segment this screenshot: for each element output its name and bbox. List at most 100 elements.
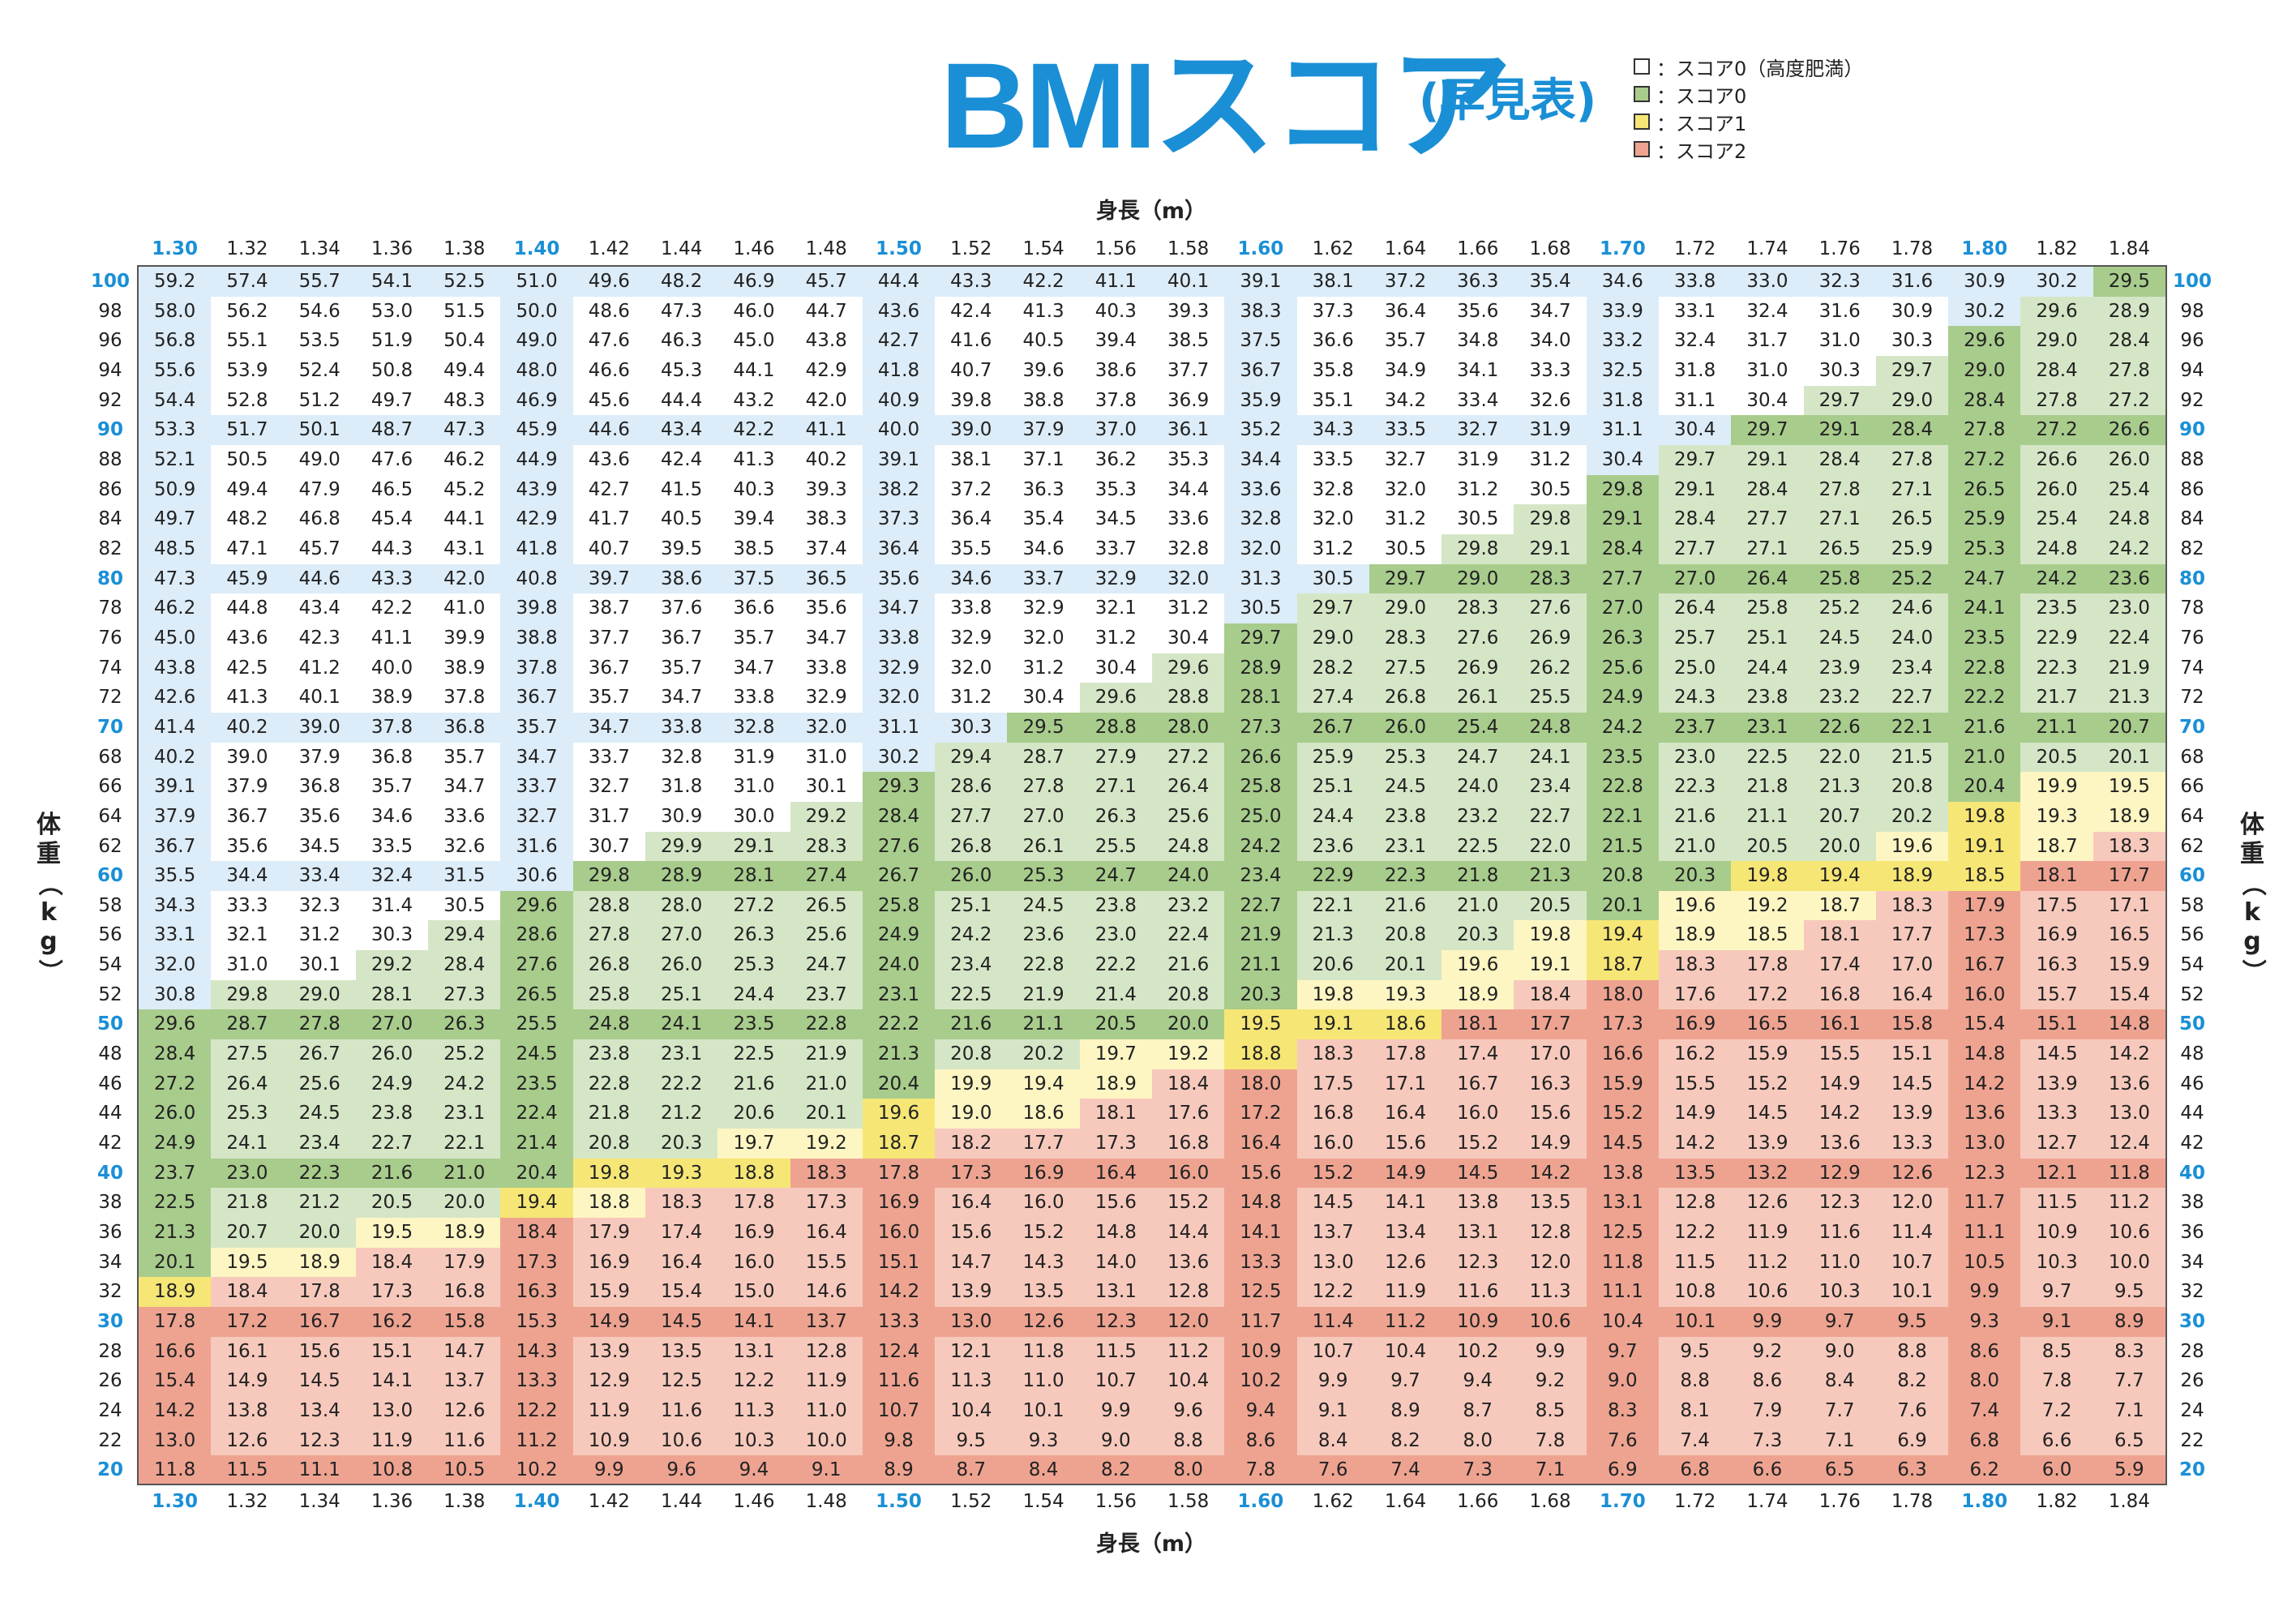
table-row: 24.9 24.1 23.4 22.7 22.1 21.4 20.8 20.3 19.7 19.2… <box>139 1129 2165 1159</box>
bmi-cell: 37.5 <box>718 563 790 594</box>
weight-tick-label: 48 <box>98 1043 122 1065</box>
bmi-cell: 23.4 <box>1224 861 1297 891</box>
bmi-cell: 55.1 <box>211 326 284 356</box>
bmi-cell: 27.7 <box>1731 504 1804 534</box>
bmi-cell: 11.9 <box>572 1396 645 1426</box>
bmi-cell: 37.8 <box>355 712 429 743</box>
bmi-cell: 45.0 <box>139 623 212 653</box>
bmi-cell: 14.5 <box>2020 1039 2093 1069</box>
bmi-cell: 27.7 <box>935 801 1008 832</box>
bmi-cell: 28.8 <box>1079 712 1152 743</box>
bmi-cell: 51.9 <box>355 326 429 356</box>
bmi-cell: 46.6 <box>572 355 645 386</box>
bmi-cell: 20.0 <box>283 1218 356 1248</box>
bmi-cell: 32.4 <box>1731 296 1804 327</box>
table-row: 21.3 20.7 20.0 19.5 18.9 18.4 17.9 17.4 16.9 16.4… <box>139 1218 2165 1248</box>
height-tick-label: 1.56 <box>1094 1491 1137 1512</box>
bmi-cell: 11.8 <box>139 1455 212 1484</box>
bmi-cell: 18.9 <box>1441 979 1514 1010</box>
bmi-cell: 10.7 <box>1875 1247 1949 1278</box>
bmi-cell: 32.5 <box>1586 355 1659 386</box>
y-axis-title-right: 体重（k g） <box>2238 811 2267 983</box>
bmi-cell: 52.1 <box>139 444 212 475</box>
bmi-table-grid: 59.2 57.4 55.7 54.1 52.5 51.0 49.6 48.2 46.9 45.7… <box>137 265 2167 1485</box>
bmi-cell: 23.1 <box>645 1039 718 1069</box>
bmi-cell: 15.6 <box>1514 1099 1587 1129</box>
bmi-cell: 12.6 <box>1875 1158 1949 1189</box>
bmi-cell: 21.3 <box>2093 683 2165 713</box>
bmi-cell: 31.2 <box>1007 653 1080 683</box>
bmi-cell: 47.1 <box>211 533 284 564</box>
bmi-cell: 34.7 <box>862 593 936 623</box>
bmi-cell: 29.4 <box>935 742 1008 773</box>
bmi-cell: 13.3 <box>500 1366 573 1397</box>
bmi-cell: 46.2 <box>428 444 501 475</box>
bmi-cell: 35.4 <box>1007 504 1080 534</box>
bmi-cell: 19.8 <box>1514 920 1587 951</box>
bmi-cell: 21.3 <box>1296 920 1369 951</box>
bmi-cell: 25.8 <box>572 979 645 1010</box>
bmi-cell: 15.8 <box>1875 1009 1949 1040</box>
bmi-cell: 33.7 <box>1007 563 1080 594</box>
bmi-cell: 47.6 <box>355 444 429 475</box>
bmi-cell: 24.8 <box>2020 533 2093 564</box>
bmi-cell: 39.8 <box>935 385 1008 416</box>
bmi-cell: 11.6 <box>645 1396 718 1426</box>
bmi-cell: 26.5 <box>1803 533 1876 564</box>
bmi-cell: 16.5 <box>1731 1009 1804 1040</box>
height-tick-label: 1.42 <box>588 238 630 259</box>
bmi-cell: 42.7 <box>572 474 645 505</box>
weight-tick-label: 84 <box>98 508 122 530</box>
bmi-cell: 26.0 <box>2093 444 2165 475</box>
bmi-cell: 20.1 <box>139 1247 212 1278</box>
bmi-cell: 32.3 <box>283 890 356 921</box>
height-tick-label: 1.82 <box>2036 238 2078 259</box>
bmi-cell: 13.1 <box>1079 1277 1152 1308</box>
bmi-cell: 17.7 <box>1875 920 1949 951</box>
bmi-cell: 16.9 <box>2020 920 2093 951</box>
bmi-cell: 31.2 <box>283 920 356 951</box>
height-tick-label: 1.50 <box>876 1491 922 1512</box>
bmi-cell: 30.4 <box>1079 653 1152 683</box>
bmi-cell: 18.7 <box>1803 890 1876 921</box>
bmi-cell: 10.4 <box>1152 1366 1225 1397</box>
bmi-cell: 28.9 <box>2093 296 2165 327</box>
table-row: 52.1 50.5 49.0 47.6 46.2 44.9 43.6 42.4 41.3 40.2… <box>139 444 2165 475</box>
bmi-cell: 37.9 <box>139 801 212 832</box>
bmi-cell: 37.4 <box>790 533 863 564</box>
bmi-cell: 18.3 <box>2093 831 2165 862</box>
bmi-cell: 20.3 <box>1224 979 1297 1010</box>
bmi-cell: 49.7 <box>355 385 429 416</box>
bmi-cell: 22.8 <box>790 1009 863 1040</box>
bmi-cell: 44.4 <box>645 385 718 416</box>
bmi-cell: 36.7 <box>1224 355 1297 386</box>
bmi-cell: 34.7 <box>645 683 718 713</box>
bmi-cell: 18.9 <box>1659 920 1732 951</box>
bmi-cell: 31.0 <box>211 950 284 980</box>
bmi-cell: 44.6 <box>572 415 645 445</box>
bmi-cell: 33.5 <box>1369 415 1442 445</box>
bmi-cell: 16.3 <box>500 1277 573 1308</box>
bmi-cell: 27.8 <box>2020 385 2093 416</box>
bmi-cell: 24.8 <box>1514 712 1587 743</box>
weight-tick-label: 56 <box>98 924 122 946</box>
bmi-cell: 40.8 <box>500 563 573 594</box>
table-row: 22.5 21.8 21.2 20.5 20.0 19.4 18.8 18.3 17.8 17.3… <box>139 1188 2165 1219</box>
bmi-cell: 20.8 <box>1586 861 1659 891</box>
bmi-cell: 25.3 <box>1369 742 1442 773</box>
bmi-cell: 23.0 <box>211 1158 284 1189</box>
bmi-cell: 47.3 <box>139 563 212 594</box>
bmi-cell: 7.2 <box>2020 1396 2093 1426</box>
bmi-cell: 30.4 <box>1586 444 1659 475</box>
bmi-cell: 13.3 <box>862 1307 936 1337</box>
table-row: 27.2 26.4 25.6 24.9 24.2 23.5 22.8 22.2 21.6 21.0… <box>139 1069 2165 1099</box>
bmi-cell: 18.8 <box>1224 1039 1297 1069</box>
bmi-cell: 35.6 <box>790 593 863 623</box>
bmi-cell: 9.7 <box>2020 1277 2093 1308</box>
bmi-cell: 12.7 <box>2020 1129 2093 1159</box>
bmi-cell: 13.3 <box>1875 1129 1949 1159</box>
bmi-cell: 28.0 <box>645 890 718 921</box>
bmi-cell: 32.1 <box>1079 593 1152 623</box>
bmi-cell: 30.4 <box>1152 623 1225 653</box>
bmi-cell: 20.0 <box>428 1188 501 1219</box>
